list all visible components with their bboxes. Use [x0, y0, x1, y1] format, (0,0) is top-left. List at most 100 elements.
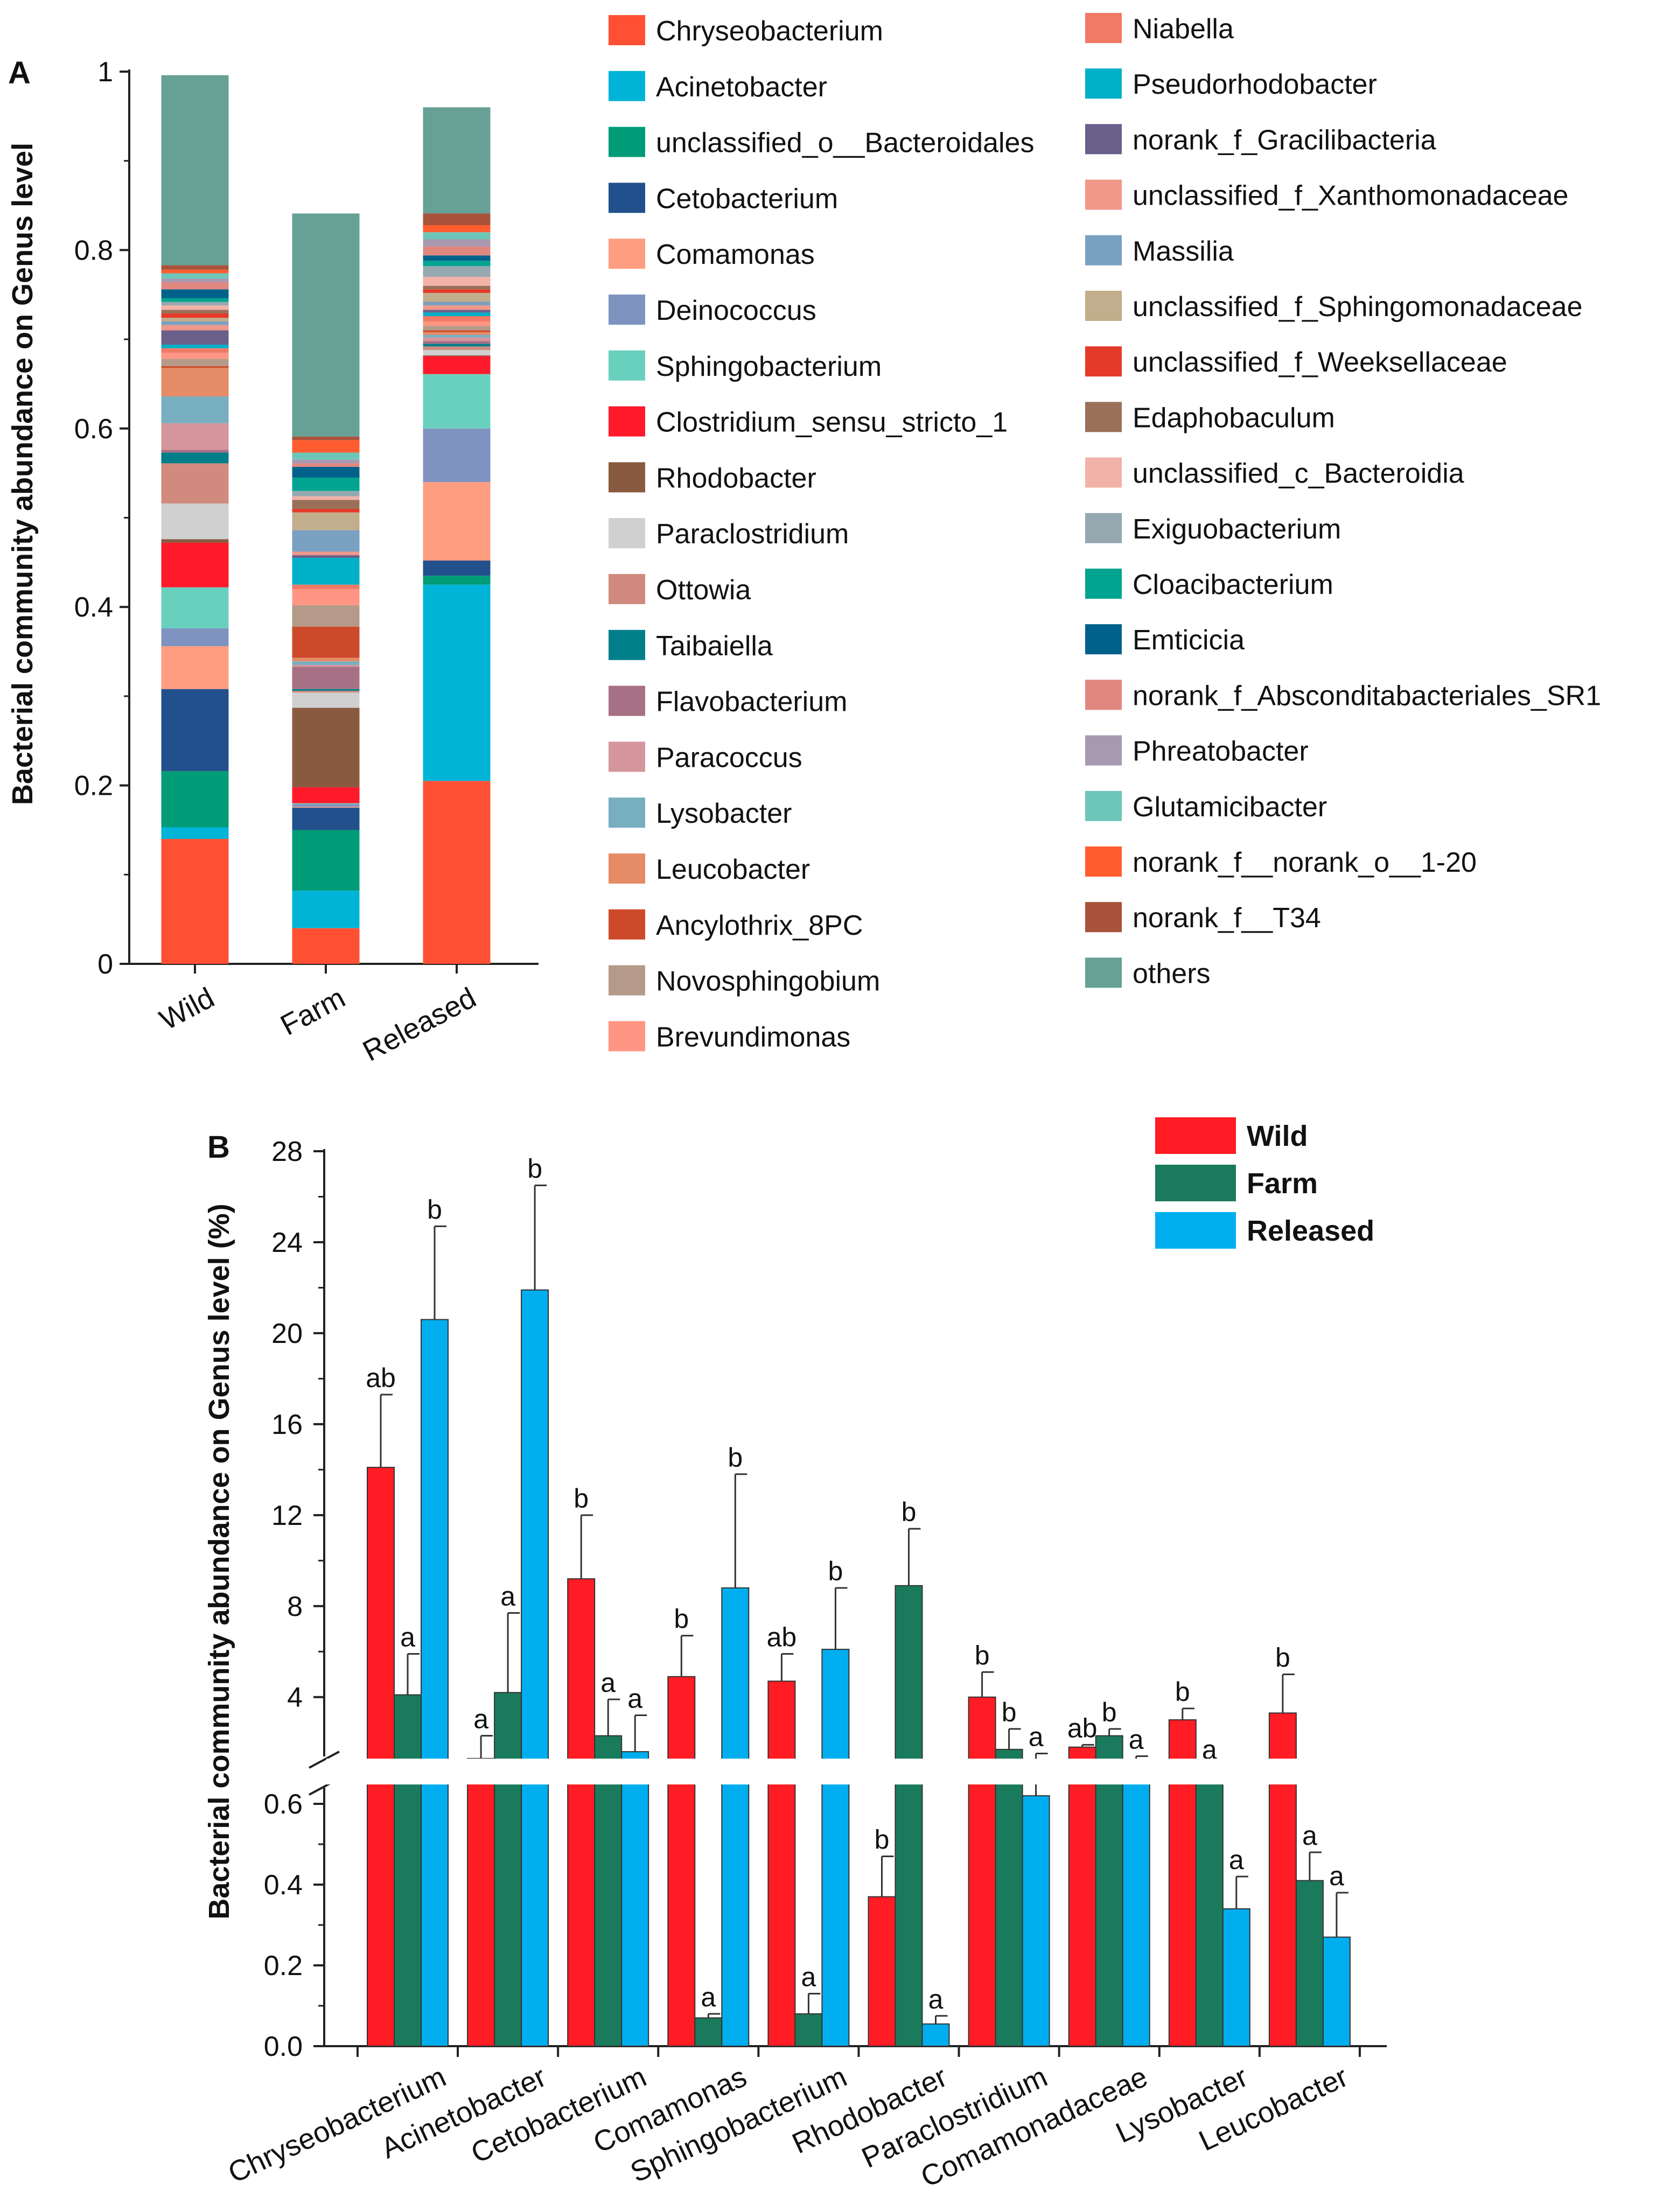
legend-swatch [1155, 1212, 1236, 1249]
legend-label: Niabella [1133, 13, 1234, 45]
bar [995, 1748, 1023, 2047]
stack-segment [292, 626, 360, 658]
stack-segment [423, 428, 491, 482]
stack-segment [161, 366, 229, 368]
stack-segment [292, 530, 360, 552]
stack-segment [423, 225, 491, 233]
legend-swatch [609, 462, 645, 493]
stack-segment [161, 827, 229, 839]
legend-label: Flavobacterium [656, 687, 847, 718]
stack-segment [423, 277, 491, 286]
legend-swatch [1085, 569, 1122, 599]
legend-label: Massilia [1133, 236, 1234, 267]
significance-letter: a [473, 1704, 488, 1734]
stack-segment [292, 808, 360, 830]
stack-segment [292, 213, 360, 437]
stack-segment [161, 396, 229, 423]
significance-letter: b [674, 1604, 689, 1634]
legend-label: Brevundimonas [656, 1021, 850, 1053]
panel-a-bars [161, 75, 491, 964]
y-tick-label: 0.6 [74, 414, 113, 445]
legend-swatch [1085, 513, 1122, 543]
stack-segment [423, 482, 491, 561]
legend-swatch [609, 127, 645, 157]
stack-segment [292, 689, 360, 691]
stack-segment [161, 771, 229, 828]
stack-segment [292, 463, 360, 467]
stack-segment [423, 302, 491, 306]
x-tick-label: Released [358, 982, 481, 1068]
bar [1095, 1735, 1123, 2047]
stack-segment [423, 261, 491, 267]
legend-swatch [609, 183, 645, 213]
stack-segment [292, 661, 360, 665]
stack-segment [292, 891, 360, 928]
bar [367, 1467, 395, 2047]
y-tick-label: 0.0 [264, 2031, 303, 2062]
y-tick-label: 1 [97, 57, 113, 88]
panel-a-stacked-bar-chart: A Bacterial community abundance on Genus… [6, 13, 1601, 1068]
stack-segment [292, 664, 360, 667]
stack-segment [292, 657, 360, 662]
significance-letter: a [1229, 1845, 1244, 1875]
panel-a-legend: Chryseobacterium Acinetobacter unclassifie… [609, 13, 1601, 1053]
legend-swatch [609, 71, 645, 101]
stack-segment [423, 107, 491, 214]
stack-segment [161, 330, 229, 345]
bar [821, 1649, 850, 2047]
stack-segment [161, 325, 229, 331]
y-tick-label: 8 [287, 1591, 303, 1622]
bar [767, 1681, 796, 2047]
y-tick-label: 0.2 [264, 1950, 303, 1982]
legend-swatch [609, 518, 645, 549]
bar [1122, 1762, 1150, 2047]
stack-segment [423, 781, 491, 964]
legend-swatch [1085, 291, 1122, 321]
significance-letter: b [527, 1153, 542, 1184]
stack-segment [161, 313, 229, 318]
legend-label: Leucobacter [656, 854, 810, 885]
legend-label: Edaphobaculum [1133, 402, 1335, 433]
legend-swatch [1085, 346, 1122, 377]
legend-label: unclassified_f_Weeksellaceae [1133, 347, 1507, 378]
y-tick-label: 16 [271, 1409, 303, 1440]
legend-label: Acinetobacter [656, 72, 827, 103]
stack-segment [292, 667, 360, 689]
stack-segment [423, 316, 491, 321]
x-tick-label: Farm [275, 982, 350, 1042]
stack-segment [423, 312, 491, 317]
stack-segment [161, 348, 229, 353]
significance-letter: b [427, 1194, 442, 1224]
stack-segment [161, 310, 229, 314]
stack-segment [423, 232, 491, 240]
legend-swatch [609, 685, 645, 716]
legend-label: Cloacibacterium [1133, 569, 1333, 600]
legend-swatch [609, 350, 645, 381]
significance-letter: b [1002, 1697, 1017, 1727]
legend-label: unclassified_f_Xanthomonadaceae [1133, 180, 1568, 212]
stack-segment [292, 690, 360, 693]
legend-swatch [609, 909, 645, 940]
stack-segment [292, 459, 360, 464]
stack-segment [161, 298, 229, 302]
stack-segment [423, 305, 491, 310]
stack-segment [423, 330, 491, 332]
significance-letter: b [1275, 1642, 1290, 1672]
x-tick-label: Wild [155, 982, 220, 1037]
stack-segment [161, 368, 229, 397]
bar [694, 2017, 723, 2047]
stack-segment [292, 452, 360, 460]
legend-swatch [1085, 402, 1122, 432]
y-tick-label: 0 [97, 949, 113, 980]
significance-letter: a [1129, 1725, 1144, 1755]
bar [895, 1585, 923, 2047]
bar [968, 1696, 996, 2047]
stack-segment [292, 605, 360, 627]
y-tick-label: 0.8 [74, 235, 113, 266]
legend-label: Wild [1247, 1120, 1308, 1152]
bar [494, 1692, 522, 2047]
bar [1022, 1795, 1050, 2047]
stack-segment [423, 326, 491, 331]
y-tick-label: 12 [271, 1500, 303, 1531]
bar [394, 1694, 422, 2047]
